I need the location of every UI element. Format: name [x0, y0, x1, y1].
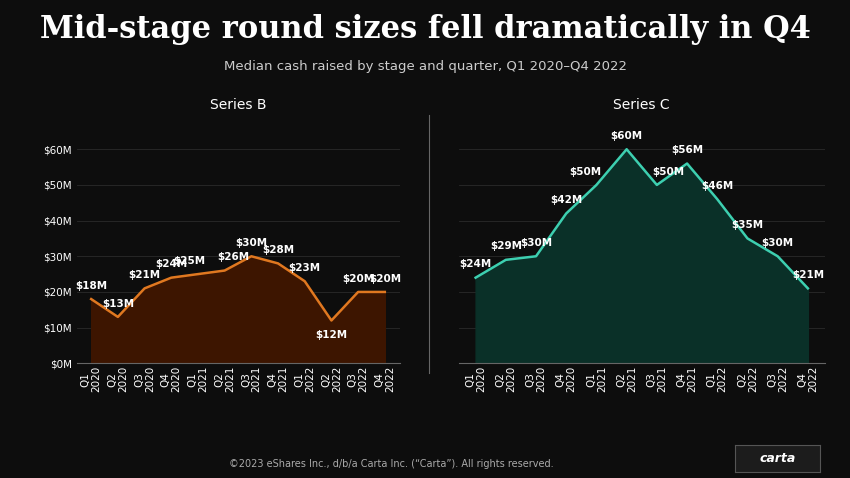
Text: $30M: $30M: [520, 238, 553, 248]
Text: $12M: $12M: [315, 330, 348, 340]
Text: $23M: $23M: [289, 263, 320, 273]
Text: $46M: $46M: [701, 181, 734, 191]
Text: $50M: $50M: [570, 167, 602, 176]
Text: $20M: $20M: [369, 273, 401, 283]
Text: $30M: $30M: [762, 238, 794, 248]
Text: $35M: $35M: [731, 220, 763, 230]
Text: $26M: $26M: [217, 252, 249, 262]
Text: $24M: $24M: [460, 260, 492, 269]
Text: Mid-stage round sizes fell dramatically in Q4: Mid-stage round sizes fell dramatically …: [40, 14, 810, 45]
Text: $21M: $21M: [792, 270, 824, 280]
Text: Median cash raised by stage and quarter, Q1 2020–Q4 2022: Median cash raised by stage and quarter,…: [224, 60, 626, 73]
Text: $56M: $56M: [671, 145, 703, 155]
Text: $21M: $21M: [128, 270, 161, 280]
Text: $13M: $13M: [102, 299, 134, 309]
Text: $60M: $60M: [610, 131, 643, 141]
Text: $42M: $42M: [550, 195, 582, 205]
Text: carta: carta: [760, 452, 796, 465]
Text: $50M: $50M: [652, 167, 684, 176]
Text: Series B: Series B: [210, 98, 266, 112]
Text: $24M: $24M: [156, 260, 187, 269]
Text: $20M: $20M: [342, 273, 374, 283]
Text: $28M: $28M: [262, 245, 294, 255]
Text: $18M: $18M: [75, 281, 107, 291]
Text: $30M: $30M: [235, 238, 268, 248]
Text: $25M: $25M: [173, 256, 206, 266]
Text: Series C: Series C: [614, 98, 670, 112]
Text: $29M: $29M: [490, 241, 522, 251]
Text: ©2023 eShares Inc., d/b/a Carta Inc. (“Carta”). All rights reserved.: ©2023 eShares Inc., d/b/a Carta Inc. (“C…: [229, 459, 553, 469]
